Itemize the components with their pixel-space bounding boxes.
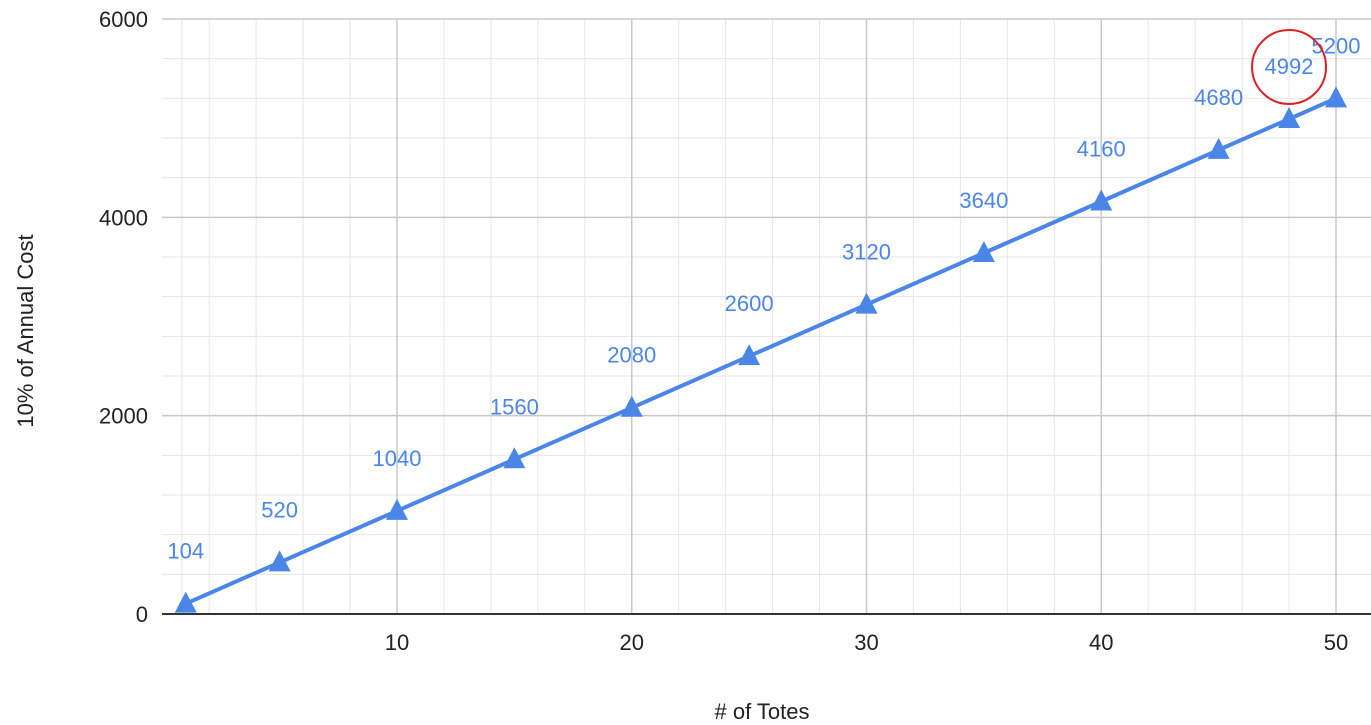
data-markers	[174, 86, 1347, 613]
x-tick-label: 50	[1324, 630, 1348, 655]
data-point-marker	[1325, 86, 1347, 108]
data-point-marker	[174, 591, 197, 613]
data-label: 2080	[607, 343, 656, 368]
y-tick-label: 4000	[99, 205, 148, 230]
annotations	[1251, 28, 1328, 105]
x-tick-label: 40	[1089, 630, 1113, 655]
data-label: 4160	[1077, 136, 1126, 161]
axes: 10 20 30 40 50 0 2000 4000 6000	[99, 7, 1371, 655]
y-tick-label: 6000	[99, 7, 148, 32]
minor-gridlines	[162, 19, 1371, 614]
data-label: 4992	[1265, 54, 1314, 79]
data-label: 3640	[959, 188, 1008, 213]
highlight-circle	[1251, 28, 1328, 105]
data-label: 1560	[490, 394, 539, 419]
data-point-marker	[1278, 106, 1301, 128]
data-label: 1040	[373, 446, 422, 471]
y-axis-title: 10% of Annual Cost	[13, 234, 38, 427]
major-gridlines	[162, 18, 1371, 614]
data-label: 4680	[1194, 85, 1243, 110]
data-point-marker	[855, 292, 878, 314]
x-tick-label: 30	[854, 630, 878, 655]
data-point-marker	[972, 241, 995, 263]
data-point-marker	[503, 447, 526, 469]
data-point-marker	[268, 550, 291, 572]
x-tick-label: 10	[385, 630, 409, 655]
data-label: 2600	[725, 291, 774, 316]
data-labels: 104 520 1040 1560 2080 2600 3120 3640 4160 4680 49…	[167, 33, 1360, 563]
data-point-marker	[1090, 189, 1113, 211]
data-label: 3120	[842, 240, 891, 265]
data-point-marker	[386, 498, 408, 520]
y-tick-label: 2000	[99, 404, 148, 429]
series-line-group	[183, 96, 1338, 606]
data-point-marker	[620, 395, 643, 417]
data-point-marker	[738, 344, 761, 366]
series-line	[183, 96, 1338, 606]
data-point-marker	[1207, 137, 1230, 159]
data-label: 104	[167, 539, 204, 564]
x-tick-label: 20	[620, 630, 644, 655]
y-tick-label: 0	[136, 602, 148, 627]
x-axis-title: # of Totes	[715, 699, 810, 724]
data-label: 520	[261, 497, 298, 522]
